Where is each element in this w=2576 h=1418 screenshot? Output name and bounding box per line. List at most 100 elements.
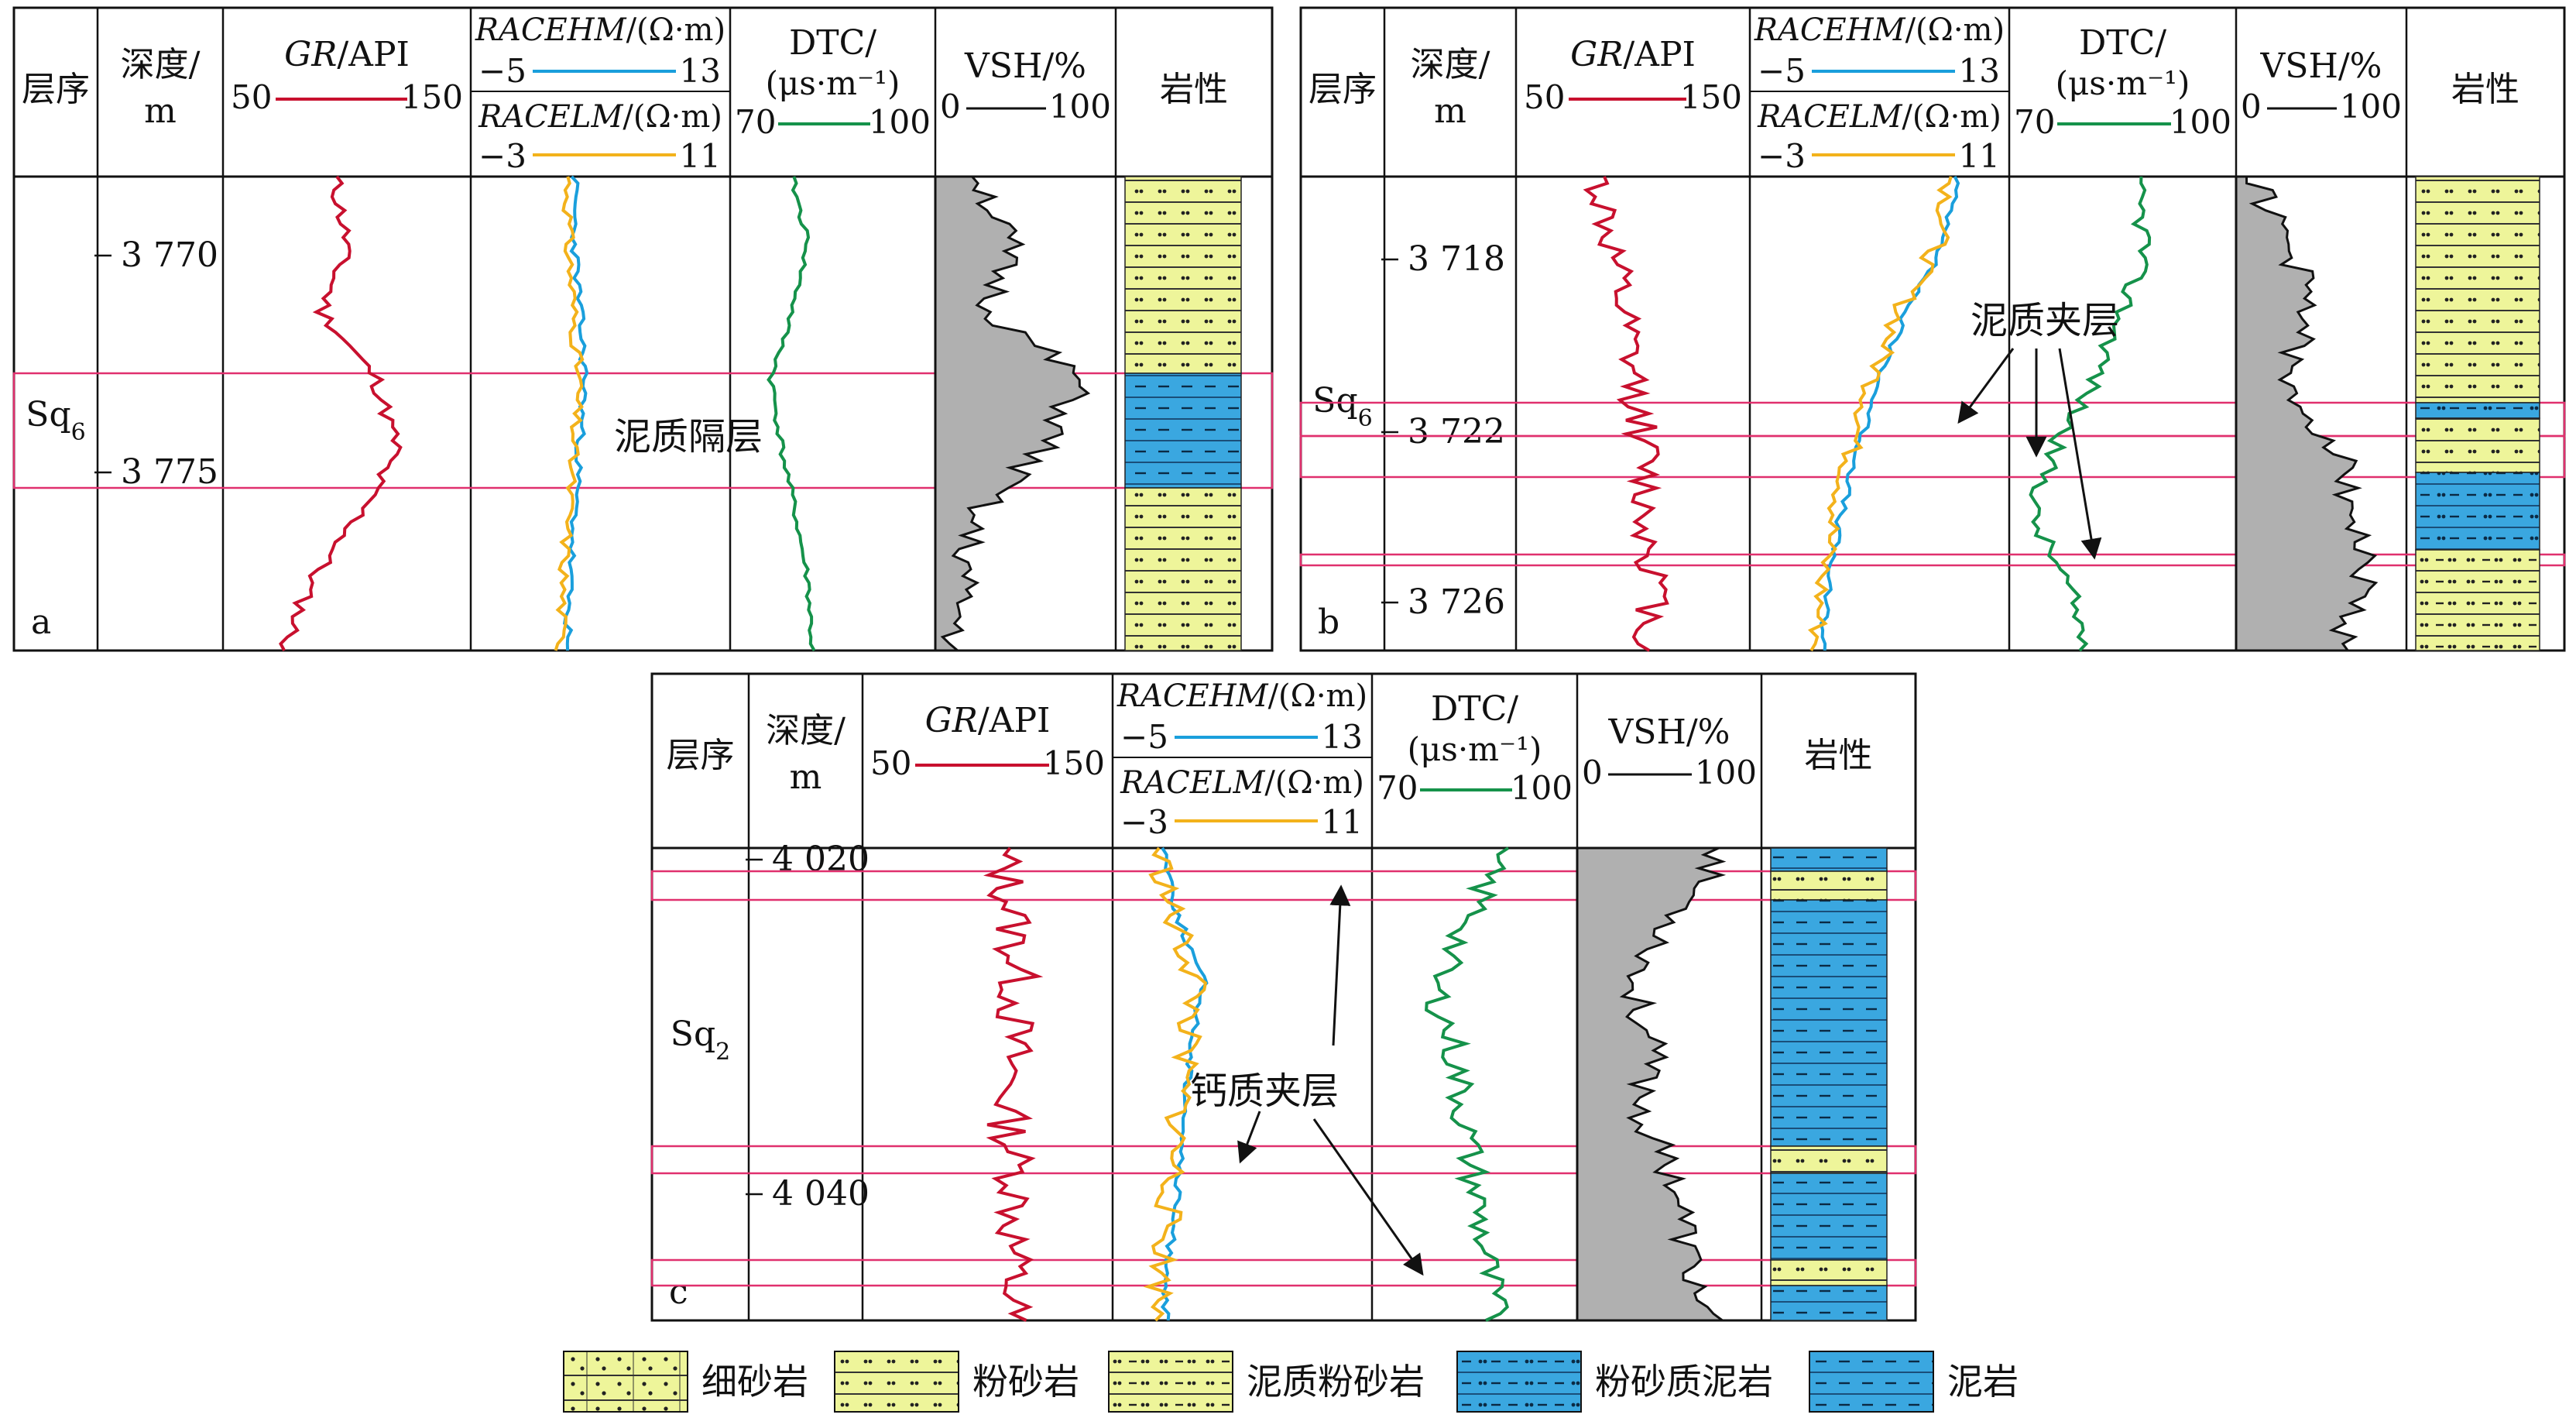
- header-racehm-name: RACEHM: [475, 12, 627, 48]
- dtc-curve: [1425, 846, 1510, 1322]
- depth-tick-label: 3 718: [1408, 239, 1505, 279]
- dtc-curve: [2029, 176, 2152, 652]
- header-lithology: 岩性: [2451, 70, 2519, 109]
- annotation-arrow: [1329, 884, 1351, 1046]
- depth-tick-label: 4 040: [772, 1174, 870, 1214]
- header-vsh: VSH/%: [2260, 46, 2382, 86]
- header-racelm-name: RACELM: [1757, 99, 1902, 135]
- annotation-arrow: [1957, 348, 2015, 424]
- header-racehm: RACEHM/(Ω·m): [1754, 12, 2005, 48]
- legend-swatch: [1456, 1351, 1582, 1413]
- dtc-scale-min: 70: [2014, 103, 2055, 141]
- dtc-scale-max: 100: [1511, 769, 1573, 807]
- legend-item-silty-mud: 粉砂质泥岩: [1456, 1351, 1773, 1413]
- interval-highlight-band: [12, 372, 1274, 489]
- header-racelm-unit: /(Ω·m): [623, 99, 722, 135]
- header-depth-unit: m: [1434, 91, 1466, 131]
- gr-curve: [983, 846, 1044, 1322]
- annotation-label: 泥质隔层: [614, 415, 763, 458]
- legend-item-silt: 粉砂岩: [834, 1351, 1079, 1413]
- racelm-scale-min: −3: [1758, 137, 1806, 175]
- header-racelm: RACELM/(Ω·m): [478, 99, 722, 135]
- header-vsh: VSH/%: [1608, 712, 1730, 752]
- gr-scale-min: 50: [870, 744, 911, 782]
- dtc-scale-min: 70: [1377, 769, 1418, 807]
- racelm-curve: [1143, 846, 1208, 1322]
- header-gr: GR/API: [1570, 35, 1696, 74]
- annotation-arrow: [1237, 1111, 1261, 1164]
- lithology-bed-silt: [2415, 417, 2540, 473]
- header-dtc: DTC/: [2079, 23, 2166, 63]
- legend-label: 粉砂岩: [972, 1361, 1079, 1403]
- gr-scale-min: 50: [231, 78, 272, 116]
- header-gr-unit: /API: [1623, 35, 1696, 74]
- dtc-scale-min: 70: [735, 103, 776, 141]
- lithology-bed-mud: [1124, 373, 1242, 489]
- header-dtc-unit: (μs·m⁻¹): [1408, 730, 1542, 768]
- lithology-bed-silt: [2415, 176, 2540, 403]
- lithology-bed-silt: [1770, 1259, 1888, 1286]
- racehm-scale-min: −5: [1758, 52, 1806, 90]
- header-gr: GR/API: [925, 701, 1051, 740]
- lithology-bed-silt: [1770, 1145, 1888, 1174]
- header-sequence: 层序: [22, 70, 90, 109]
- racelm-scale-min: −3: [1120, 803, 1168, 841]
- racehm-curve: [562, 175, 589, 651]
- gr-curve: [1583, 176, 1669, 652]
- legend-label: 粉砂质泥岩: [1595, 1361, 1773, 1403]
- header-vsh: VSH/%: [964, 46, 1086, 86]
- header-racelm: RACELM/(Ω·m): [1757, 99, 2001, 135]
- sequence-label-base: Sq: [1312, 381, 1357, 421]
- panel-tag: a: [31, 603, 51, 642]
- vsh-scale-max: 100: [1049, 88, 1111, 125]
- annotation-arrow: [2058, 348, 2102, 560]
- header-racelm: RACELM/(Ω·m): [1120, 765, 1364, 801]
- header-racelm-name: RACELM: [478, 99, 623, 135]
- gr-scale-min: 50: [1524, 78, 1565, 116]
- depth-tick-label: 3 722: [1408, 412, 1505, 451]
- sequence-label-subscript: 6: [1358, 405, 1373, 432]
- header-lithology: 岩性: [1160, 70, 1228, 109]
- lithology-bed-mud: [1770, 1285, 1888, 1321]
- gr-scale-max: 150: [1043, 744, 1105, 782]
- racelm-scale-max: 11: [1959, 137, 2000, 175]
- annotation-label: 钙质夹层: [1190, 1070, 1339, 1113]
- lithology-bed-silt: [1124, 487, 1242, 651]
- interval-highlight-band: [650, 870, 1917, 901]
- interval-highlight-band: [650, 1258, 1917, 1287]
- racehm-scale-min: −5: [1120, 718, 1168, 756]
- legend-swatch: [563, 1351, 688, 1413]
- interval-highlight-band: [1299, 553, 2566, 567]
- gr-curve: [279, 175, 403, 651]
- legend-label: 泥质粉砂岩: [1247, 1361, 1425, 1403]
- legend-swatch: [1108, 1351, 1233, 1413]
- racelm-scale-min: −3: [478, 137, 527, 175]
- header-dtc: DTC/: [789, 23, 876, 63]
- dtc-scale-max: 100: [869, 103, 931, 141]
- lithology-bed-mud: [1770, 1173, 1888, 1261]
- annotation-label: 泥质夹层: [1971, 299, 2119, 342]
- vsh-curve: [2235, 175, 2379, 652]
- sequence-label-base: Sq: [671, 1015, 715, 1054]
- header-racehm-name: RACEHM: [1754, 12, 1906, 48]
- legend-item-fine-sand: 细砂岩: [563, 1351, 808, 1413]
- header-racehm-unit: /(Ω·m): [1905, 12, 2005, 48]
- vsh-scale-max: 100: [1695, 754, 1757, 791]
- header-racehm-unit: /(Ω·m): [626, 12, 726, 48]
- interval-highlight-band: [650, 1145, 1917, 1175]
- header-depth: 深度/: [766, 711, 846, 750]
- header-racelm-unit: /(Ω·m): [1902, 99, 2001, 135]
- gr-scale-max: 150: [1680, 78, 1742, 116]
- racehm-scale-max: 13: [1322, 718, 1363, 756]
- header-depth: 深度/: [1411, 45, 1490, 84]
- legend-swatch: [1809, 1351, 1934, 1413]
- legend-item-muddy-silt: 泥质粉砂岩: [1108, 1351, 1425, 1413]
- legend: 细砂岩 粉砂岩 泥质粉砂岩 粉砂质泥岩 泥岩: [563, 1351, 2019, 1413]
- panel-tag: b: [1318, 603, 1339, 642]
- lithology-bed-mud: [1770, 847, 1888, 872]
